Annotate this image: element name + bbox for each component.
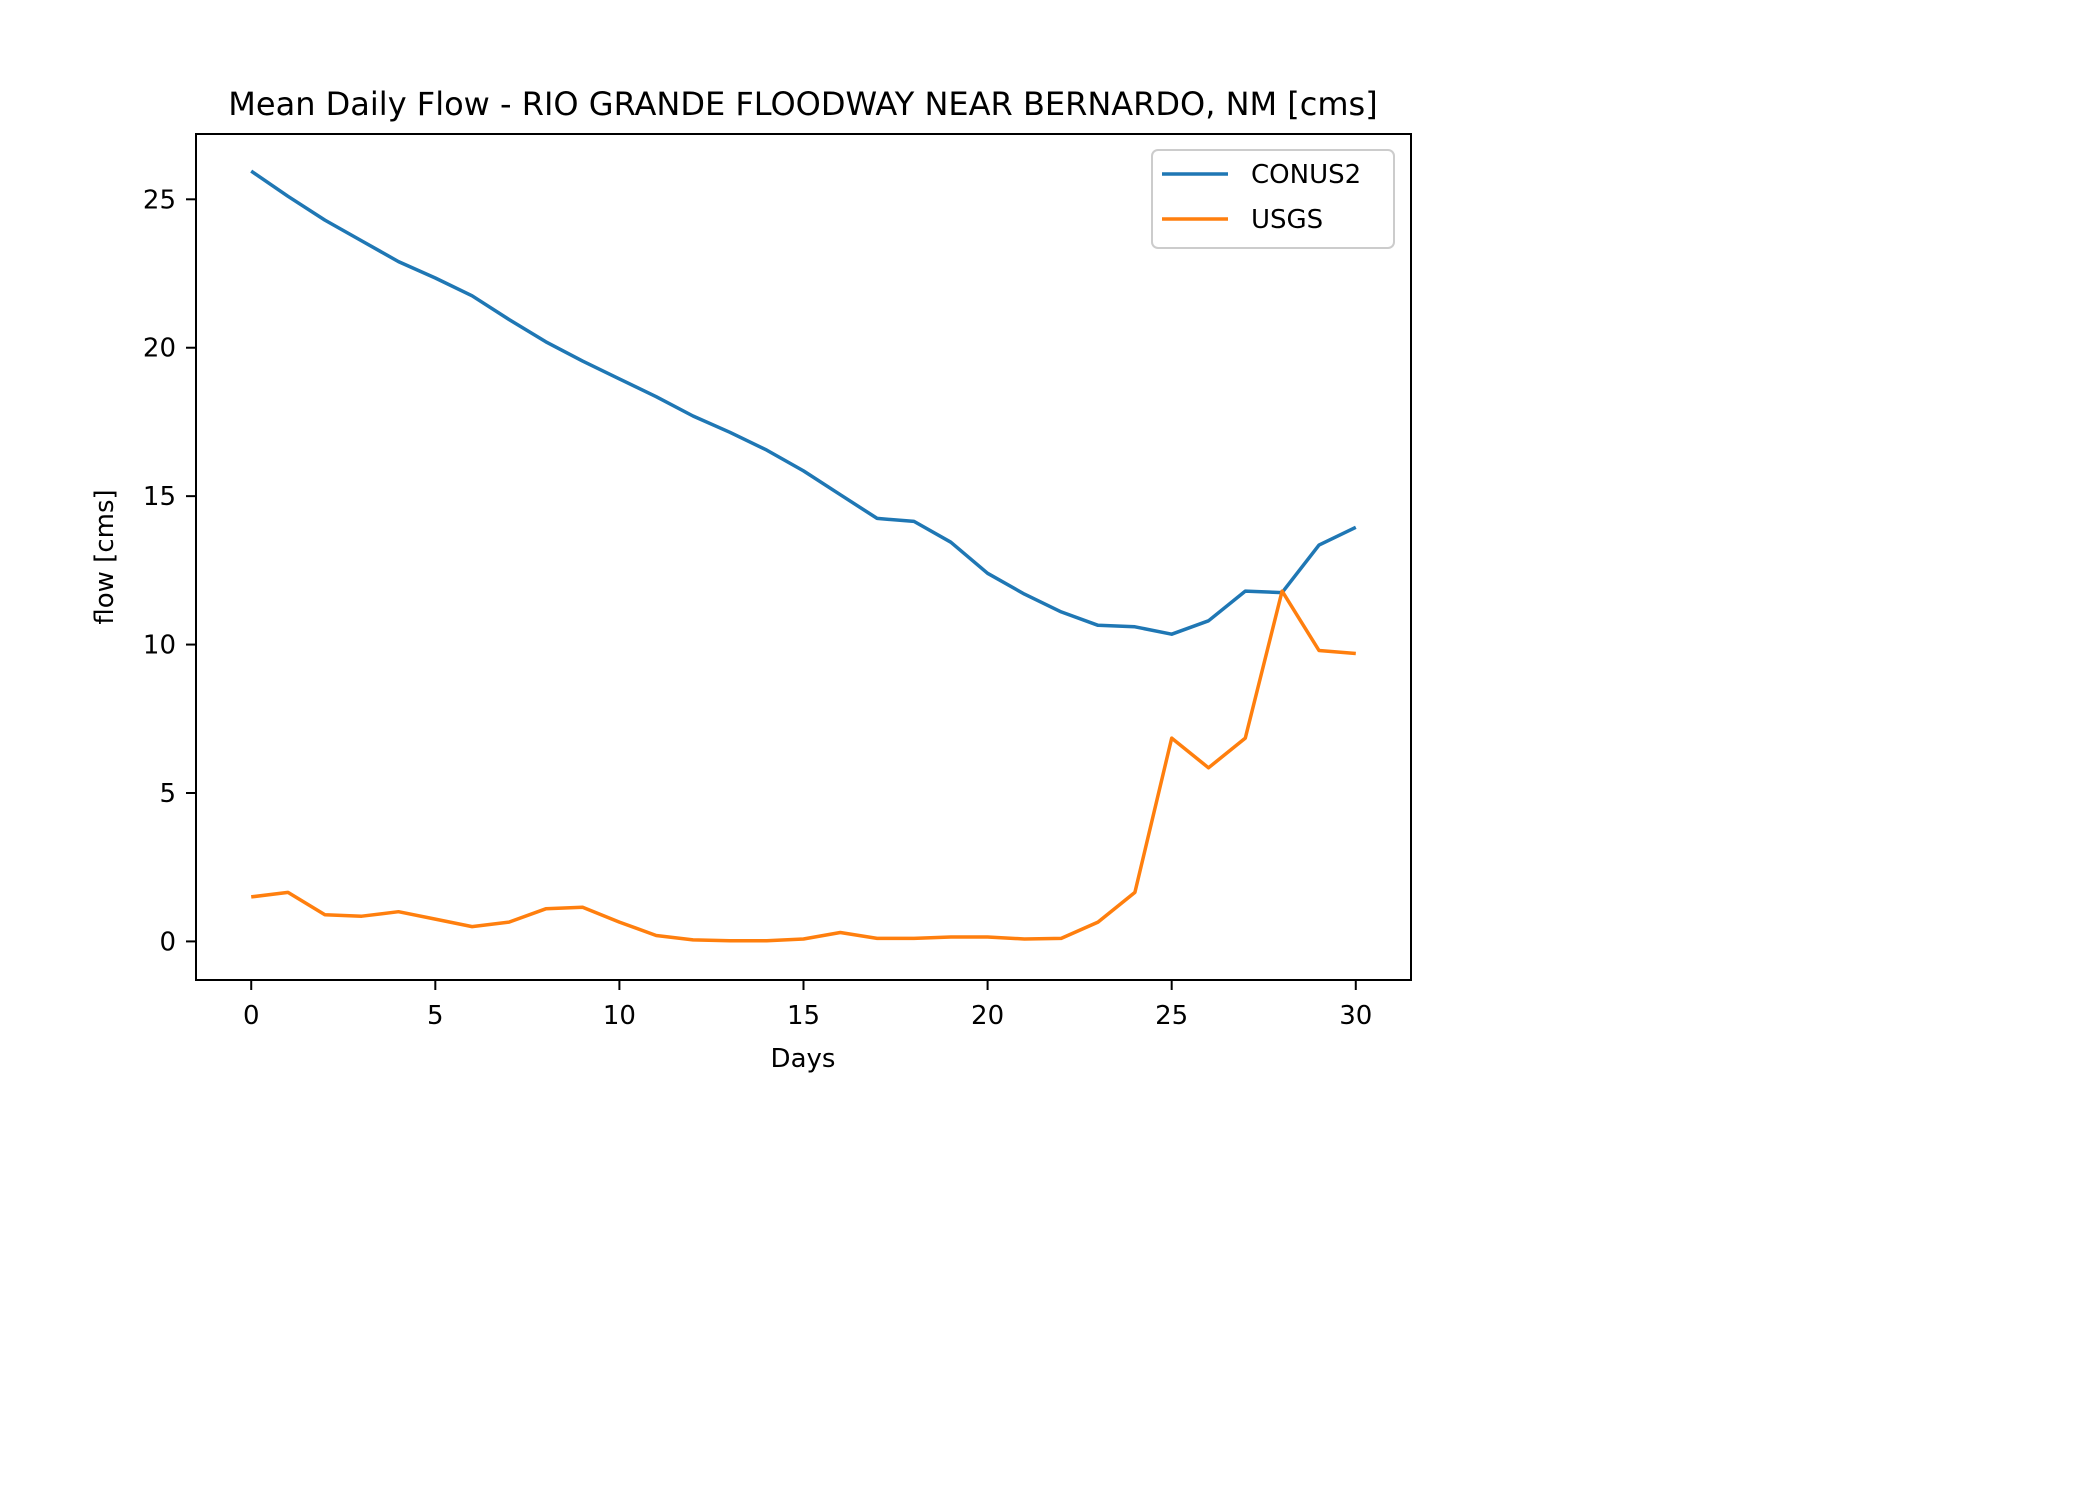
y-tick-label: 25 xyxy=(143,185,176,215)
series-line-usgs xyxy=(250,589,1356,943)
y-axis-label: flow [cms] xyxy=(90,489,120,624)
x-tick-label: 20 xyxy=(971,1001,1004,1031)
x-tick-label: 25 xyxy=(1155,1001,1188,1031)
legend-label-usgs: USGS xyxy=(1251,205,1323,235)
legend: CONUS2 USGS xyxy=(1151,149,1395,249)
x-tick-label: 5 xyxy=(427,1001,444,1031)
x-tick-label: 0 xyxy=(243,1001,260,1031)
x-tick-label: 30 xyxy=(1339,1001,1372,1031)
y-tick-label: 15 xyxy=(143,482,176,512)
y-tick-label: 5 xyxy=(159,779,176,809)
y-tick-label: 10 xyxy=(143,631,176,661)
x-tick-label: 10 xyxy=(603,1001,636,1031)
chart-title: Mean Daily Flow - RIO GRANDE FLOODWAY NE… xyxy=(228,85,1377,123)
series-lines xyxy=(250,169,1357,943)
x-tick-label: 15 xyxy=(787,1001,820,1031)
legend-label-conus2: CONUS2 xyxy=(1251,160,1361,190)
y-axis: 0 5 10 15 20 25 xyxy=(143,185,196,957)
x-axis-label: Days xyxy=(771,1044,836,1074)
series-line-conus2 xyxy=(250,169,1357,636)
y-tick-label: 20 xyxy=(143,334,176,364)
x-axis: 0 5 10 15 20 25 30 xyxy=(243,980,1372,1031)
y-tick-label: 0 xyxy=(159,927,176,957)
line-chart: Mean Daily Flow - RIO GRANDE FLOODWAY NE… xyxy=(90,85,1412,1074)
plot-area: 0 5 10 15 20 25 30 0 5 10 15 20 25 xyxy=(143,133,1412,1031)
